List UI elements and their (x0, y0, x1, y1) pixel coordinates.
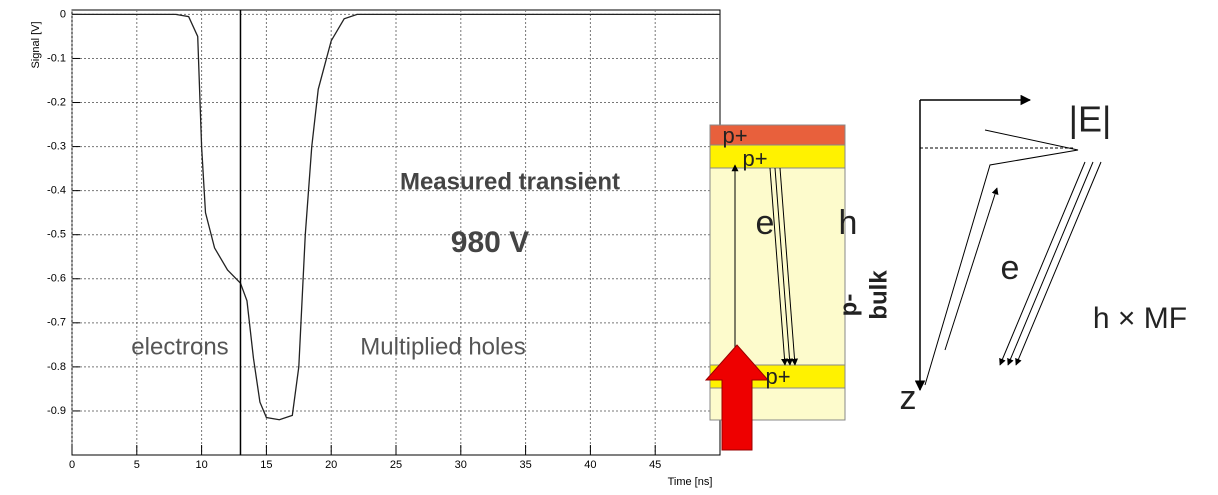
x-tick-label: 25 (390, 459, 402, 471)
y-tick-label: -0.3 (47, 140, 66, 152)
diagram-label: e (756, 204, 775, 242)
y-tick-label: -0.1 (47, 52, 66, 64)
x-tick-label: 30 (455, 459, 467, 471)
annotation: Measured transient (400, 168, 620, 195)
y-tick-label: -0.6 (47, 273, 66, 285)
e-drift (945, 188, 997, 350)
diagram-label: e (1001, 249, 1020, 287)
x-tick-label: 15 (260, 459, 272, 471)
diagram-label: bulk (865, 270, 892, 320)
diagram-label: p+ (742, 146, 767, 171)
y-tick-label: -0.8 (47, 361, 66, 373)
y-tick-label: -0.9 (47, 405, 66, 417)
figure: Time [ns] Signal [V] 0 -0.1 -0.2 -0.3 -0.4 -0… (0, 0, 1218, 495)
x-tick-label: 35 (519, 459, 531, 471)
x-tick-label: 20 (325, 459, 337, 471)
diagram-label: z (900, 379, 917, 417)
p-layer (710, 145, 845, 168)
x-tick-label: 45 (649, 459, 661, 471)
x-tick-label: 10 (195, 459, 207, 471)
h-drift (1016, 162, 1101, 365)
diagram-label: |E| (1069, 99, 1112, 140)
annotation: electrons (131, 333, 228, 360)
diagram-label: p- (835, 294, 862, 317)
plot-frame (72, 10, 720, 455)
annotation: 980 V (451, 226, 529, 259)
diagram-label: h × MF (1093, 302, 1187, 335)
diagram-label: p+ (765, 364, 790, 389)
diagram-label: p+ (722, 123, 747, 148)
y-tick-label: -0.7 (47, 317, 66, 329)
x-axis-label: Time [ns] (668, 476, 713, 488)
h-drift (1008, 162, 1093, 365)
y-tick-label: -0.5 (47, 229, 66, 241)
y-tick-label: -0.2 (47, 96, 66, 108)
x-tick-label: 40 (584, 459, 596, 471)
y-tick-label: -0.4 (47, 185, 66, 197)
y-axis-label: Signal [V] (30, 21, 42, 68)
y-tick-label: 0 (60, 8, 66, 20)
annotation: Multiplied holes (360, 333, 525, 360)
diagram-label: h (839, 204, 858, 242)
x-tick-label: 0 (69, 459, 75, 471)
x-tick-label: 5 (134, 459, 140, 471)
